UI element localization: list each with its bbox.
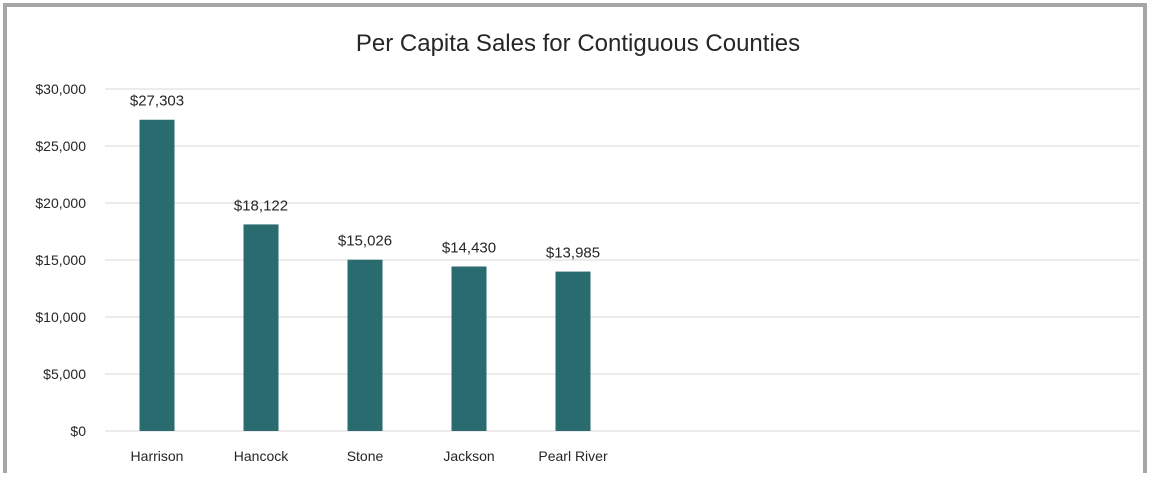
data-label: $27,303 bbox=[130, 93, 184, 110]
chart-title: Per Capita Sales for Contiguous Counties bbox=[355, 30, 801, 57]
data-label: $14,430 bbox=[442, 239, 496, 256]
x-tick-label: Hancock bbox=[234, 448, 289, 464]
y-tick-label: $10,000 bbox=[35, 309, 86, 325]
data-label: $18,122 bbox=[234, 197, 288, 214]
data-label: $15,026 bbox=[338, 233, 392, 250]
data-label: $13,985 bbox=[546, 245, 600, 262]
y-tick-label: $0 bbox=[70, 423, 86, 439]
bar-hancock bbox=[243, 224, 279, 431]
x-axis-tick-labels: Harrison Hancock Stone Jackson Pearl River bbox=[131, 448, 608, 464]
y-tick-label: $15,000 bbox=[35, 252, 86, 268]
x-tick-label: Harrison bbox=[131, 448, 184, 464]
bar-jackson bbox=[451, 266, 487, 431]
x-tick-label: Jackson bbox=[443, 448, 494, 464]
bars bbox=[139, 119, 591, 432]
bar-pearl-river bbox=[555, 271, 591, 431]
x-tick-label: Stone bbox=[347, 448, 384, 464]
data-labels: $27,303 $18,122 $15,026 $14,430 $13,985 bbox=[130, 93, 600, 262]
x-tick-label: Pearl River bbox=[538, 448, 608, 464]
y-tick-label: $5,000 bbox=[43, 366, 86, 382]
y-tick-label: $30,000 bbox=[35, 81, 86, 97]
y-tick-label: $20,000 bbox=[35, 195, 86, 211]
bar-stone bbox=[347, 259, 383, 431]
bar-harrison bbox=[139, 119, 175, 432]
y-tick-label: $25,000 bbox=[35, 138, 86, 154]
y-axis-tick-labels: $0 $5,000 $10,000 $15,000 $20,000 $25,000 $30,… bbox=[35, 81, 86, 439]
